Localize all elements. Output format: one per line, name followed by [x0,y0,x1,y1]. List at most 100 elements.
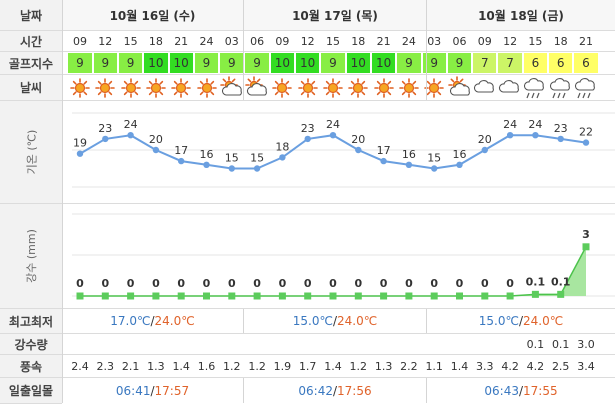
precipitation-chart: 02.550000000000000000000.10.13 [72,213,615,300]
sun-day-2: 06:42/17:56 [244,378,426,403]
precipitation-point [152,292,160,300]
minmax-day-3: 15.0℃/24.0℃ [427,309,615,333]
precipitation-point [101,292,109,300]
divider [0,308,615,309]
temperature-label: 15 [250,152,264,165]
precip-cell [67,334,92,354]
temperature-label: 24 [124,118,138,131]
wind-row-label: 풍속 [0,355,62,378]
precip-cell [472,334,497,354]
divider [0,30,615,31]
precip-cell [396,334,421,354]
day-divider [243,309,244,333]
temperature-point [253,165,261,172]
precipitation-label: 0 [101,277,109,290]
golf-index-cell: 9 [92,52,118,74]
temperature-chart: 1020301923242017161515182324201716151620… [72,112,615,188]
time-cell: 15 [123,34,138,48]
temp-axis-label-cell: 기온 (℃) [0,101,62,204]
sun-separator: / [518,383,524,398]
divider [0,51,615,52]
golf-index-cell: 6 [573,52,599,74]
wind-cell: 1.2 [349,359,368,373]
temperature-point [203,161,210,168]
divider [0,354,615,355]
time-cell: 03 [224,34,239,48]
precipitation-label: 0 [228,277,236,290]
temperature-point [127,132,134,139]
day-divider [426,0,427,100]
precip-cell [346,334,371,354]
temperature-point [329,132,337,139]
temperature-point [405,161,413,168]
time-cell: 18 [553,34,568,48]
golf-index-cell: 7 [497,52,523,74]
sunrise-row-label: 일출일몰 [0,378,62,404]
golf-index-cell: 9 [396,52,422,74]
precipitation-label: 0.1 [551,275,571,288]
divider [0,203,615,204]
sun-icon [272,78,293,98]
sun-icon [95,78,116,98]
precip-cell: 0.1 [526,337,545,351]
wind-cell: 1.2 [248,359,266,373]
temperature-label: 22 [579,126,593,139]
temperature-label: 17 [174,144,188,157]
golf-index-cell: 10 [269,52,296,74]
minmax-row-label: 최고최저 [0,309,62,334]
golf-index-cell: 9 [193,52,220,74]
sun-cloud-icon [245,76,268,96]
precipitation-point [456,292,463,300]
day-header-row: 10월 16일 (수) 10월 17일 (목) 10월 18일 (금) [62,0,615,30]
precip-cell [244,334,269,354]
precip-cell [320,334,345,354]
temperature-label: 20 [351,133,365,146]
divider [0,100,615,101]
temperature-point [279,154,286,161]
precipitation-point [430,292,438,300]
rain-icon [549,78,570,99]
temperature-label: 17 [377,144,391,157]
rain-axis-label-cell: 강수 (mm) [0,204,62,309]
sun-day-3: 06:43/17:55 [427,378,615,403]
sun-icon [146,78,166,98]
sun-cloud-icon [219,76,242,96]
precipitation-point [380,292,388,300]
temperature-point [152,146,160,154]
precipitation-label: 0 [127,277,135,290]
precipitation-point [203,292,210,300]
sunrise-time: 06:42 [298,383,333,398]
temperature-label: 20 [478,133,492,146]
wind-cell: 2.4 [71,359,89,373]
temperature-label: 19 [73,137,87,150]
time-cell: 18 [351,34,366,48]
precipitation-label: 0 [506,277,514,290]
sunset-time: 17:56 [337,383,372,398]
temperature-point [380,157,387,165]
temperature-point [355,146,362,154]
precip-row-label: 강수량 [0,334,62,355]
wind-cell: 4.2 [526,359,545,373]
golf-index-cell: 9 [219,52,245,74]
precipitation-label: 0.1 [526,275,546,288]
sun-icon [373,78,394,98]
temperature-point [228,165,235,172]
precipitation-label: 0 [380,277,388,290]
temperature-point [431,165,438,172]
day-divider [243,0,244,100]
wind-row: 2.4 2.3 2.1 1.3 1.4 1.6 1.2 1.2 1.9 1.7 1.4 1.2 1.3 2… [62,355,615,377]
wind-cell: 2.2 [400,359,418,373]
golf-index-cell: 6 [522,52,549,74]
temperature-label: 16 [402,148,416,161]
precip-cell [270,334,295,354]
temperature-label: 24 [503,118,517,131]
precipitation-label: 0 [177,277,185,290]
sun-icon [70,78,90,98]
time-cell: 09 [477,34,492,48]
wind-cell: 1.3 [374,359,393,373]
precipitation-point [329,292,337,300]
precipitation-label: 0 [203,277,211,290]
precip-row: 0.1 0.1 3.0 [62,334,615,354]
temperature-point [557,135,564,143]
time-cell: 06 [250,34,265,48]
